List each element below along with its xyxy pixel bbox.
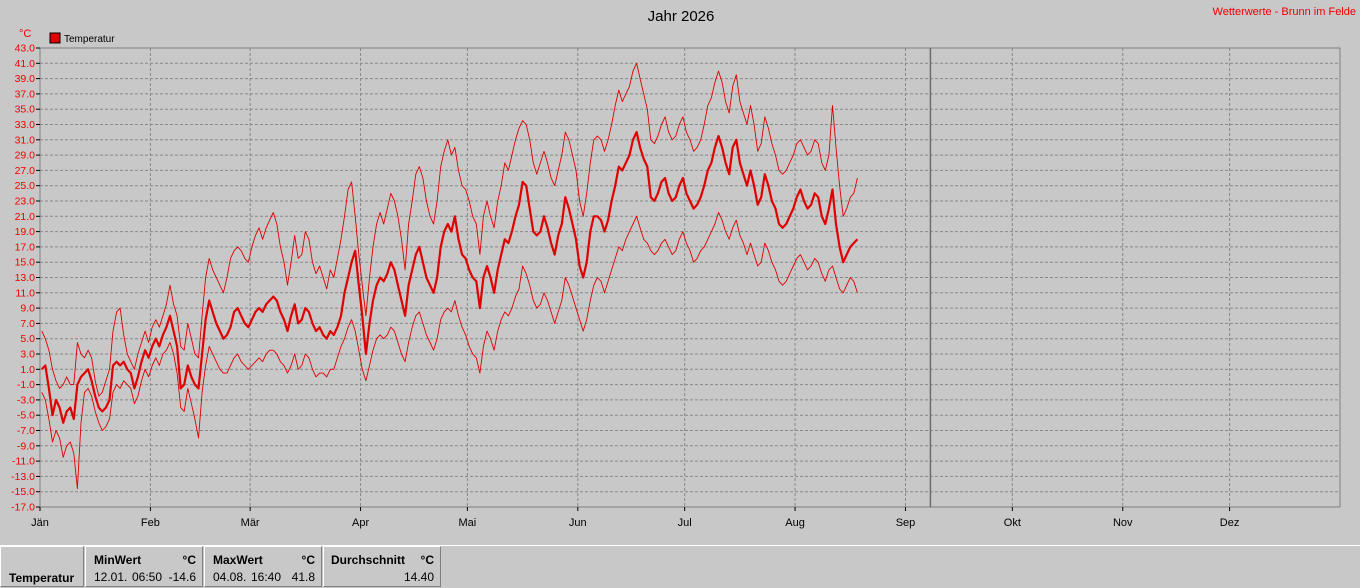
y-tick-label: 17.0 <box>15 241 36 253</box>
x-tick-label: Sep <box>896 517 916 529</box>
x-tick-label: Mär <box>241 517 260 529</box>
y-tick-label: -5.0 <box>17 410 35 422</box>
chart-title: Jahr 2026 <box>648 8 715 25</box>
legend-swatch <box>49 32 61 44</box>
y-tick-label: -13.0 <box>11 471 35 483</box>
y-tick-label: -11.0 <box>12 456 35 468</box>
y-tick-label: 23.0 <box>15 196 36 208</box>
y-tick-label: 9.0 <box>20 303 35 315</box>
series-line-avg <box>40 131 859 424</box>
y-tick-label: 29.0 <box>15 150 36 162</box>
temperature-chart: Jahr 2026 Wetterwerte - Brunn im Felde °… <box>11 6 1356 529</box>
stats-min-cell: MinWert °C 12.01. 06:50 -14.6 <box>85 546 203 587</box>
max-header: MaxWert <box>213 553 263 567</box>
y-tick-label: 35.0 <box>15 104 36 116</box>
min-date: 12.01. <box>94 570 128 584</box>
y-tick-label: 5.0 <box>20 333 35 345</box>
y-tick-label: 27.0 <box>15 165 36 177</box>
max-value: 41.8 <box>291 570 315 584</box>
series-line-min <box>41 212 858 490</box>
max-date: 04.08. <box>213 570 247 584</box>
y-tick-label: 19.0 <box>15 226 36 238</box>
y-tick-label: 11.0 <box>15 287 35 299</box>
avg-unit: °C <box>420 553 434 567</box>
y-tick-label: 33.0 <box>15 119 36 131</box>
x-tick-label: Apr <box>352 517 369 529</box>
y-tick-label: -7.0 <box>17 425 35 437</box>
y-tick-label: 7.0 <box>20 318 35 330</box>
series-line-max <box>41 62 858 397</box>
x-tick-label: Feb <box>141 517 160 529</box>
y-tick-label: -1.0 <box>17 379 35 391</box>
min-time: 06:50 <box>132 570 163 584</box>
y-tick-label: 13.0 <box>15 272 36 284</box>
y-tick-label: 41.0 <box>15 58 36 70</box>
y-tick-label: 21.0 <box>15 211 36 223</box>
min-header: MinWert <box>94 553 142 567</box>
stats-row-label-cell: Temperatur <box>0 546 84 587</box>
y-tick-label: -3.0 <box>17 394 35 406</box>
y-tick-label: 31.0 <box>15 134 36 146</box>
x-tick-label: Okt <box>1004 517 1021 529</box>
y-tick-label: 43.0 <box>15 43 36 55</box>
y-tick-label: 3.0 <box>20 349 35 361</box>
max-time: 16:40 <box>251 570 282 584</box>
y-tick-label: 37.0 <box>15 88 36 100</box>
x-tick-label: Jun <box>569 517 587 529</box>
avg-header: Durchschnitt <box>331 553 406 567</box>
x-tick-label: Dez <box>1220 517 1240 529</box>
avg-value: 14.40 <box>403 570 434 584</box>
legend-label: Temperatur <box>64 34 115 45</box>
x-tick-label: Jul <box>678 517 692 529</box>
y-tick-label: -15.0 <box>11 486 35 498</box>
y-tick-label: 39.0 <box>15 73 36 85</box>
stats-avg-cell: Durchschnitt °C 14.40 <box>323 546 441 587</box>
y-tick-label: 15.0 <box>15 257 36 269</box>
min-value: -14.6 <box>168 570 196 584</box>
y-axis-unit: °C <box>19 28 31 40</box>
min-unit: °C <box>182 553 196 567</box>
y-tick-label: 1.0 <box>20 364 35 376</box>
stats-panel <box>0 545 1360 588</box>
x-tick-label: Jän <box>31 517 49 529</box>
y-tick-label: -9.0 <box>17 440 35 452</box>
y-tick-label: 25.0 <box>15 180 36 192</box>
stats-row-label: Temperatur <box>9 571 75 585</box>
x-tick-label: Mai <box>459 517 477 529</box>
max-unit: °C <box>301 553 315 567</box>
source-label: Wetterwerte - Brunn im Felde <box>1213 6 1356 18</box>
y-tick-label: -17.0 <box>11 502 35 514</box>
stats-max-cell: MaxWert °C 04.08. 16:40 41.8 <box>204 546 322 587</box>
x-tick-label: Nov <box>1113 517 1133 529</box>
x-tick-label: Aug <box>785 517 805 529</box>
